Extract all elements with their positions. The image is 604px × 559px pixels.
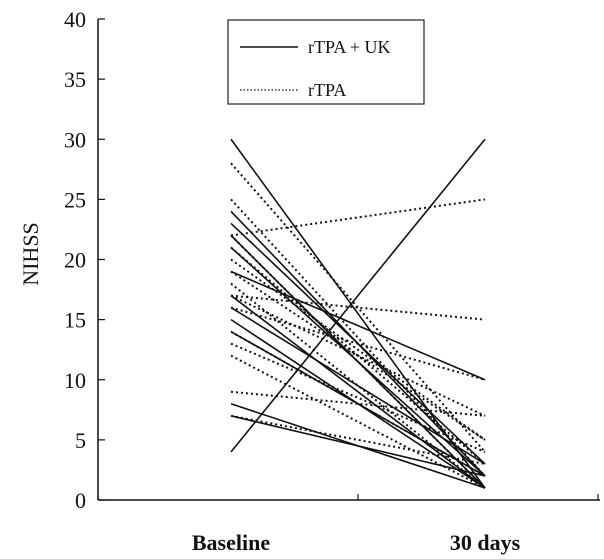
patient-line-solid	[230, 222, 486, 465]
y-tick-label: 25	[64, 187, 86, 212]
patient-line-solid	[230, 138, 486, 489]
patient-line-dotted	[230, 306, 486, 381]
series-rtpa-uk	[230, 138, 486, 489]
patient-line-solid	[230, 415, 486, 477]
legend-label-rtpa: rTPA	[308, 80, 346, 100]
patient-line-solid	[230, 270, 486, 381]
y-tick-label: 40	[64, 7, 86, 32]
patient-line-solid	[230, 246, 486, 477]
legend: rTPA + UK rTPA	[227, 19, 425, 105]
y-tick-label: 10	[64, 368, 86, 393]
y-tick-label: 15	[64, 308, 86, 333]
series-layer	[230, 138, 486, 489]
patient-line-dotted	[230, 270, 486, 441]
patient-line-dotted	[230, 330, 486, 477]
axes: 0 5 10 15 20 25 30 35 40 Baseline 30 days	[64, 7, 600, 555]
patient-line-dotted	[230, 342, 486, 453]
y-tick-label: 30	[64, 127, 86, 152]
patient-line-dotted	[230, 414, 486, 465]
x-category-label: 30 days	[450, 530, 521, 555]
patient-line-dotted	[230, 198, 486, 237]
series-rtpa	[230, 162, 486, 489]
patient-line-dotted	[230, 162, 486, 453]
x-category-label: Baseline	[192, 530, 270, 555]
y-tick-label: 35	[64, 67, 86, 92]
patient-line-dotted	[230, 354, 486, 489]
y-axis-title: NIHSS	[18, 222, 43, 286]
y-tick-label: 20	[64, 248, 86, 273]
patient-line-dotted	[230, 282, 486, 489]
patient-line-dotted	[230, 258, 486, 441]
patient-line-solid	[230, 138, 486, 453]
patient-line-dotted	[230, 198, 486, 477]
patient-line-solid	[230, 306, 486, 465]
y-tick-label: 5	[75, 428, 86, 453]
legend-label-rtpa-uk: rTPA + UK	[308, 37, 391, 57]
legend-box	[227, 19, 425, 105]
y-tick-label: 0	[75, 488, 86, 513]
patient-line-solid	[230, 294, 486, 489]
patient-line-dotted	[230, 294, 486, 417]
